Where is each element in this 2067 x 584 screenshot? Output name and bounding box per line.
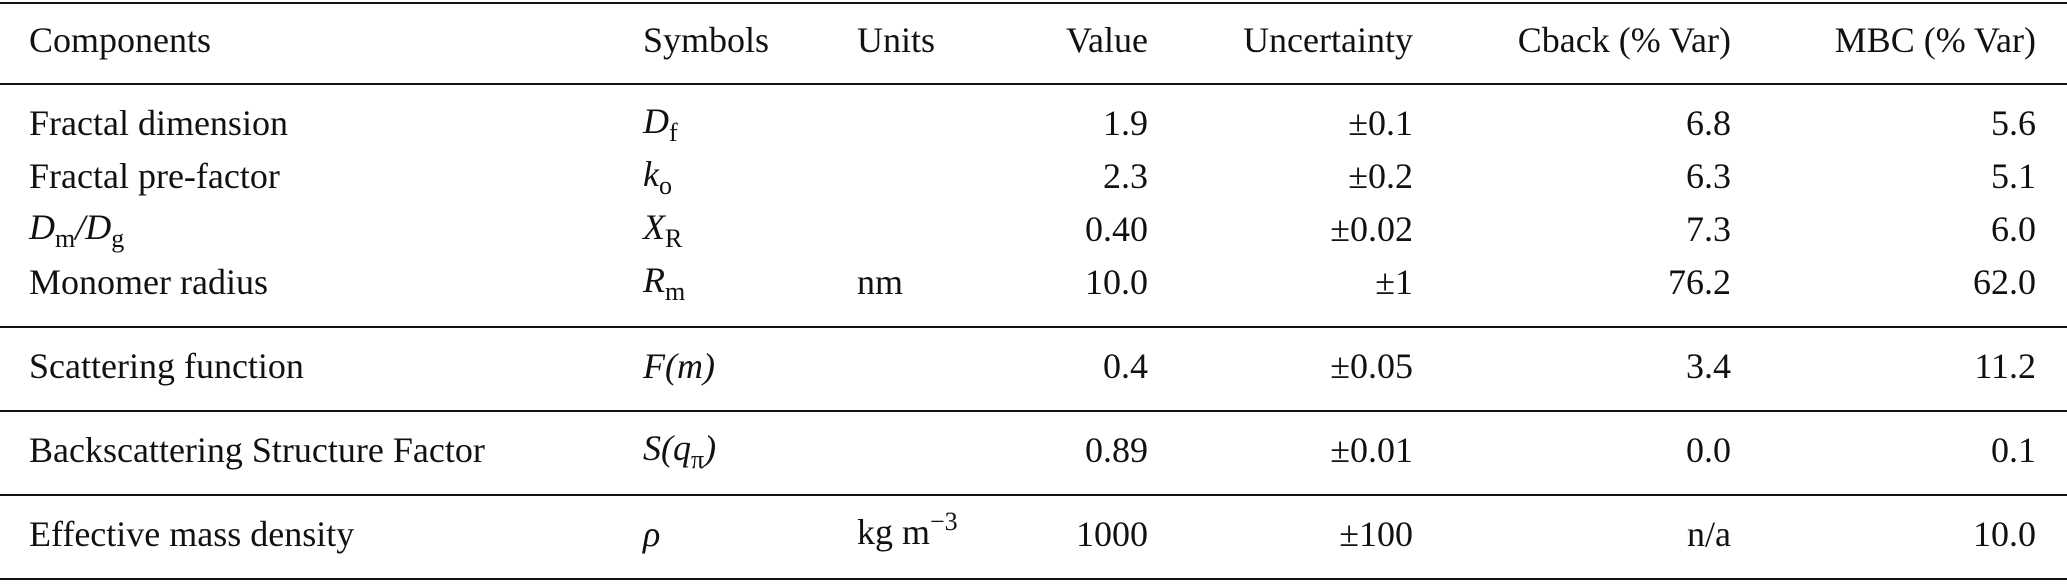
component-script: g [111, 224, 125, 253]
component: Fractal dimension [29, 103, 288, 143]
symbol-script: f [669, 118, 678, 147]
symbol-text: ) [704, 428, 717, 468]
component-text: Fractal dimension [29, 103, 288, 143]
units-script: −3 [930, 507, 958, 536]
symbol-text: k [643, 154, 659, 194]
symbol: S(qπ) [643, 428, 717, 474]
component: Effective mass density [29, 514, 354, 554]
component-text: Effective mass density [29, 514, 355, 554]
symbol-script: m [665, 277, 686, 306]
symbol-script: o [658, 171, 672, 200]
cback: 76.2 [1668, 262, 1731, 302]
mbc: 10.0 [1973, 514, 2036, 554]
header-cell: Components [29, 20, 212, 60]
mbc: 11.2 [1974, 346, 2036, 386]
symbol: F(m) [643, 346, 715, 386]
uncertainty: ±1 [1375, 262, 1413, 302]
cback: 0.0 [1686, 430, 1731, 470]
component-text: D [29, 207, 55, 247]
mbc: 5.6 [1991, 103, 2036, 143]
header-cell: Units [857, 20, 936, 60]
cback: 6.3 [1686, 156, 1731, 196]
uncertainty: ±0.05 [1330, 346, 1413, 386]
component-text: Fractal pre-factor [29, 156, 280, 196]
uncertainty: ±0.1 [1348, 103, 1413, 143]
mbc: 6.0 [1991, 209, 2036, 249]
component: Fractal pre-factor [29, 156, 280, 196]
cback: 3.4 [1686, 346, 1731, 386]
symbol: ko [643, 154, 672, 200]
symbol-script: π [691, 445, 705, 474]
symbol: ρ [643, 514, 660, 554]
rule-line [0, 578, 2067, 580]
symbol-script: R [665, 224, 683, 253]
value: 0.40 [1085, 209, 1148, 249]
component: Monomer radius [29, 262, 268, 302]
component: Dm/Dg [29, 207, 125, 253]
symbol-text: D [643, 101, 669, 141]
component: Scattering function [29, 346, 304, 386]
mbc: 0.1 [1991, 430, 2036, 470]
header-cell: Uncertainty [1243, 20, 1413, 60]
header-cell: MBC (% Var) [1834, 20, 2036, 60]
symbol-text: F(m) [643, 346, 715, 386]
uncertainty: ±100 [1339, 514, 1413, 554]
units-text: kg m [857, 512, 931, 552]
units: nm [857, 262, 903, 302]
uncertainty: ±0.01 [1330, 430, 1413, 470]
value: 1000 [1076, 514, 1148, 554]
component-text: Backscattering Structure Factor [29, 430, 485, 470]
mbc: 5.1 [1991, 156, 2036, 196]
value: 2.3 [1103, 156, 1148, 196]
units: kg m−3 [857, 507, 958, 556]
rule-line [0, 326, 2067, 328]
uncertainty: ±0.2 [1348, 156, 1413, 196]
symbol: Df [643, 101, 678, 147]
symbol-text: R [643, 260, 665, 300]
component-text: Scattering function [29, 346, 304, 386]
value: 1.9 [1103, 103, 1148, 143]
symbol: XR [643, 207, 683, 253]
component: Backscattering Structure Factor [29, 430, 485, 470]
cback: n/a [1687, 514, 1731, 554]
header-cell: Value [1066, 20, 1148, 60]
rule-line [0, 2, 2067, 4]
cback: 6.8 [1686, 103, 1731, 143]
symbol-text: ρ [643, 514, 661, 554]
symbol: Rm [643, 260, 686, 306]
rule-line [0, 410, 2067, 412]
component-text: Monomer radius [29, 262, 268, 302]
rule-line [0, 494, 2067, 496]
header-cell: Symbols [643, 20, 770, 60]
rule-line [0, 83, 2067, 85]
value: 0.89 [1085, 430, 1148, 470]
symbol-text: S(q [643, 428, 691, 468]
header-cell: Cback (% Var) [1517, 20, 1731, 60]
value: 0.4 [1103, 346, 1148, 386]
component-text: /D [75, 207, 112, 247]
uncertainty: ±0.02 [1330, 209, 1413, 249]
units-text: nm [857, 262, 904, 302]
symbol-text: X [643, 207, 665, 247]
cback: 7.3 [1686, 209, 1731, 249]
component-script: m [55, 224, 76, 253]
mbc: 62.0 [1973, 262, 2036, 302]
value: 10.0 [1085, 262, 1148, 302]
